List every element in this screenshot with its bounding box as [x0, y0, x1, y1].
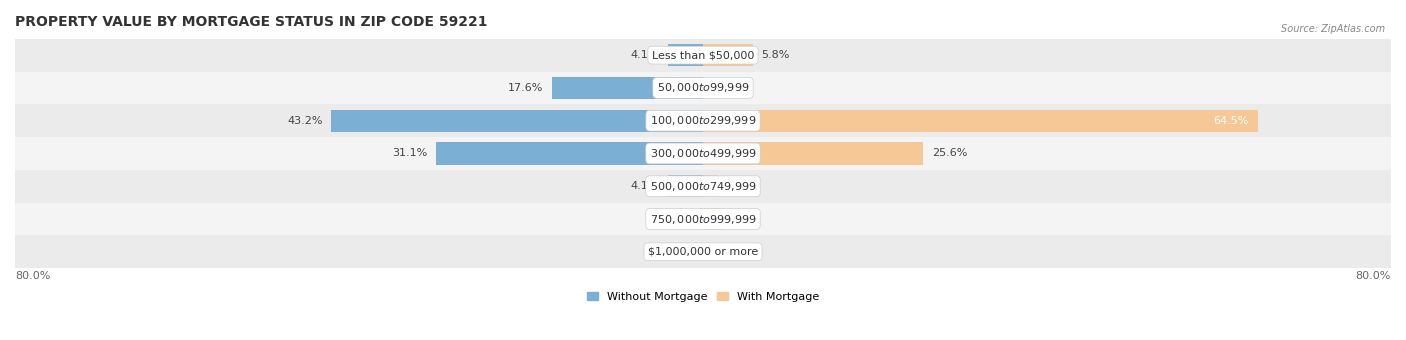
Text: 0.0%: 0.0% — [711, 247, 740, 257]
Bar — [668, 44, 703, 66]
Text: 43.2%: 43.2% — [287, 116, 323, 126]
Legend: Without Mortgage, With Mortgage: Without Mortgage, With Mortgage — [582, 287, 824, 306]
Text: $50,000 to $99,999: $50,000 to $99,999 — [657, 81, 749, 95]
Text: 17.6%: 17.6% — [508, 83, 543, 93]
Bar — [332, 109, 703, 132]
Text: 5.8%: 5.8% — [762, 50, 790, 60]
Bar — [436, 142, 703, 165]
Text: Less than $50,000: Less than $50,000 — [652, 50, 754, 60]
Bar — [703, 109, 1258, 132]
Bar — [703, 44, 752, 66]
Bar — [15, 39, 1391, 71]
Text: 4.1%: 4.1% — [631, 181, 659, 191]
Text: $1,000,000 or more: $1,000,000 or more — [648, 247, 758, 257]
Text: 1.7%: 1.7% — [727, 181, 755, 191]
Text: $750,000 to $999,999: $750,000 to $999,999 — [650, 212, 756, 225]
Bar — [15, 235, 1391, 268]
Text: 4.1%: 4.1% — [631, 50, 659, 60]
Bar — [15, 71, 1391, 104]
Text: 31.1%: 31.1% — [392, 149, 427, 158]
Bar — [551, 77, 703, 99]
Text: Source: ZipAtlas.com: Source: ZipAtlas.com — [1281, 24, 1385, 34]
Bar — [703, 142, 924, 165]
Text: 80.0%: 80.0% — [15, 271, 51, 281]
Bar — [15, 104, 1391, 137]
Text: 0.0%: 0.0% — [666, 247, 695, 257]
Bar — [668, 175, 703, 198]
Bar — [15, 137, 1391, 170]
Bar — [703, 208, 723, 230]
Text: 2.3%: 2.3% — [731, 214, 759, 224]
Text: 25.6%: 25.6% — [932, 149, 967, 158]
Text: 0.0%: 0.0% — [711, 83, 740, 93]
Text: $100,000 to $299,999: $100,000 to $299,999 — [650, 114, 756, 127]
Text: PROPERTY VALUE BY MORTGAGE STATUS IN ZIP CODE 59221: PROPERTY VALUE BY MORTGAGE STATUS IN ZIP… — [15, 15, 488, 29]
Bar — [15, 170, 1391, 203]
Text: 0.0%: 0.0% — [666, 214, 695, 224]
Text: $500,000 to $749,999: $500,000 to $749,999 — [650, 180, 756, 193]
Text: 80.0%: 80.0% — [1355, 271, 1391, 281]
Bar — [15, 203, 1391, 235]
Bar — [703, 175, 717, 198]
Text: $300,000 to $499,999: $300,000 to $499,999 — [650, 147, 756, 160]
Text: 64.5%: 64.5% — [1213, 116, 1249, 126]
